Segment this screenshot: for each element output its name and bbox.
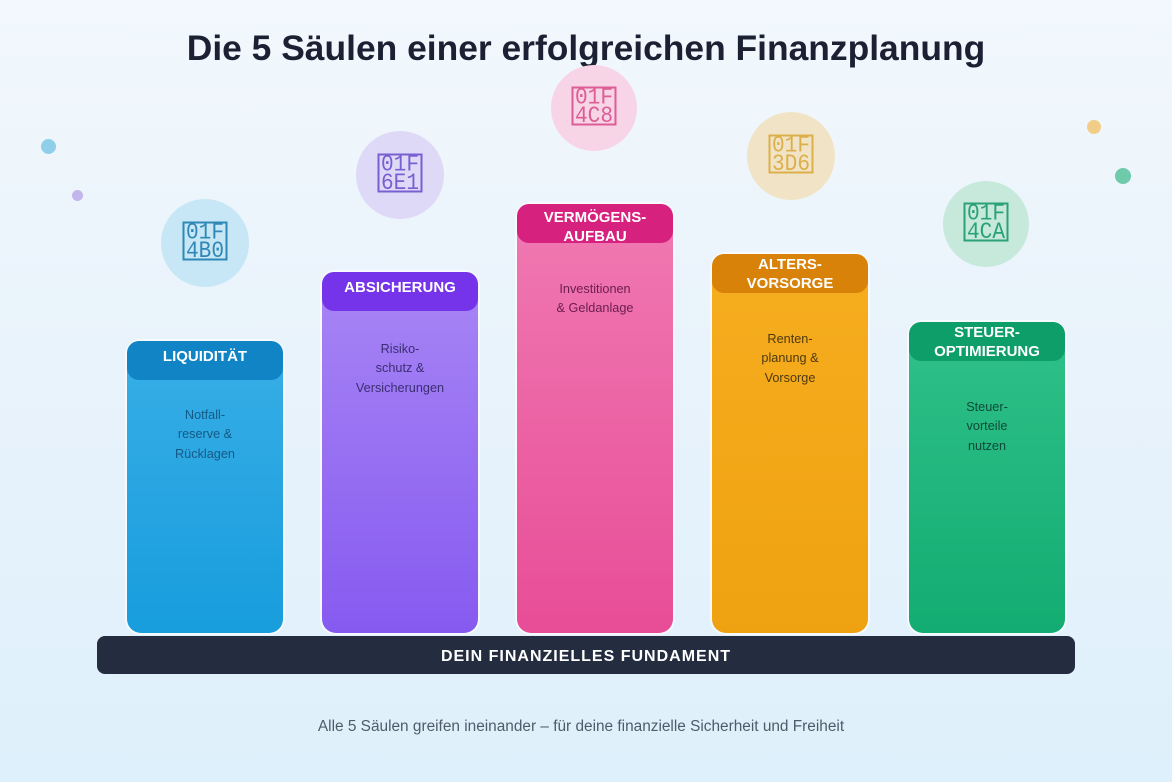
svg-text:01F: 01F bbox=[575, 86, 613, 111]
svg-text:3D6: 3D6 bbox=[772, 151, 810, 174]
svg-text:4CA: 4CA bbox=[967, 219, 1005, 242]
svg-text:4C8: 4C8 bbox=[575, 103, 613, 126]
svg-text:01F: 01F bbox=[967, 202, 1005, 227]
svg-text:01F: 01F bbox=[772, 134, 810, 159]
svg-text:01F: 01F bbox=[186, 221, 224, 246]
svg-text:6E1: 6E1 bbox=[381, 170, 419, 193]
svg-text:4B0: 4B0 bbox=[186, 238, 224, 261]
svg-text:01F: 01F bbox=[381, 153, 419, 178]
